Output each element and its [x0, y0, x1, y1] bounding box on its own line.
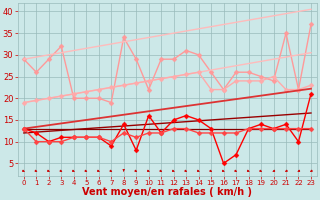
X-axis label: Vent moyen/en rafales ( km/h ): Vent moyen/en rafales ( km/h ) [82, 187, 252, 197]
